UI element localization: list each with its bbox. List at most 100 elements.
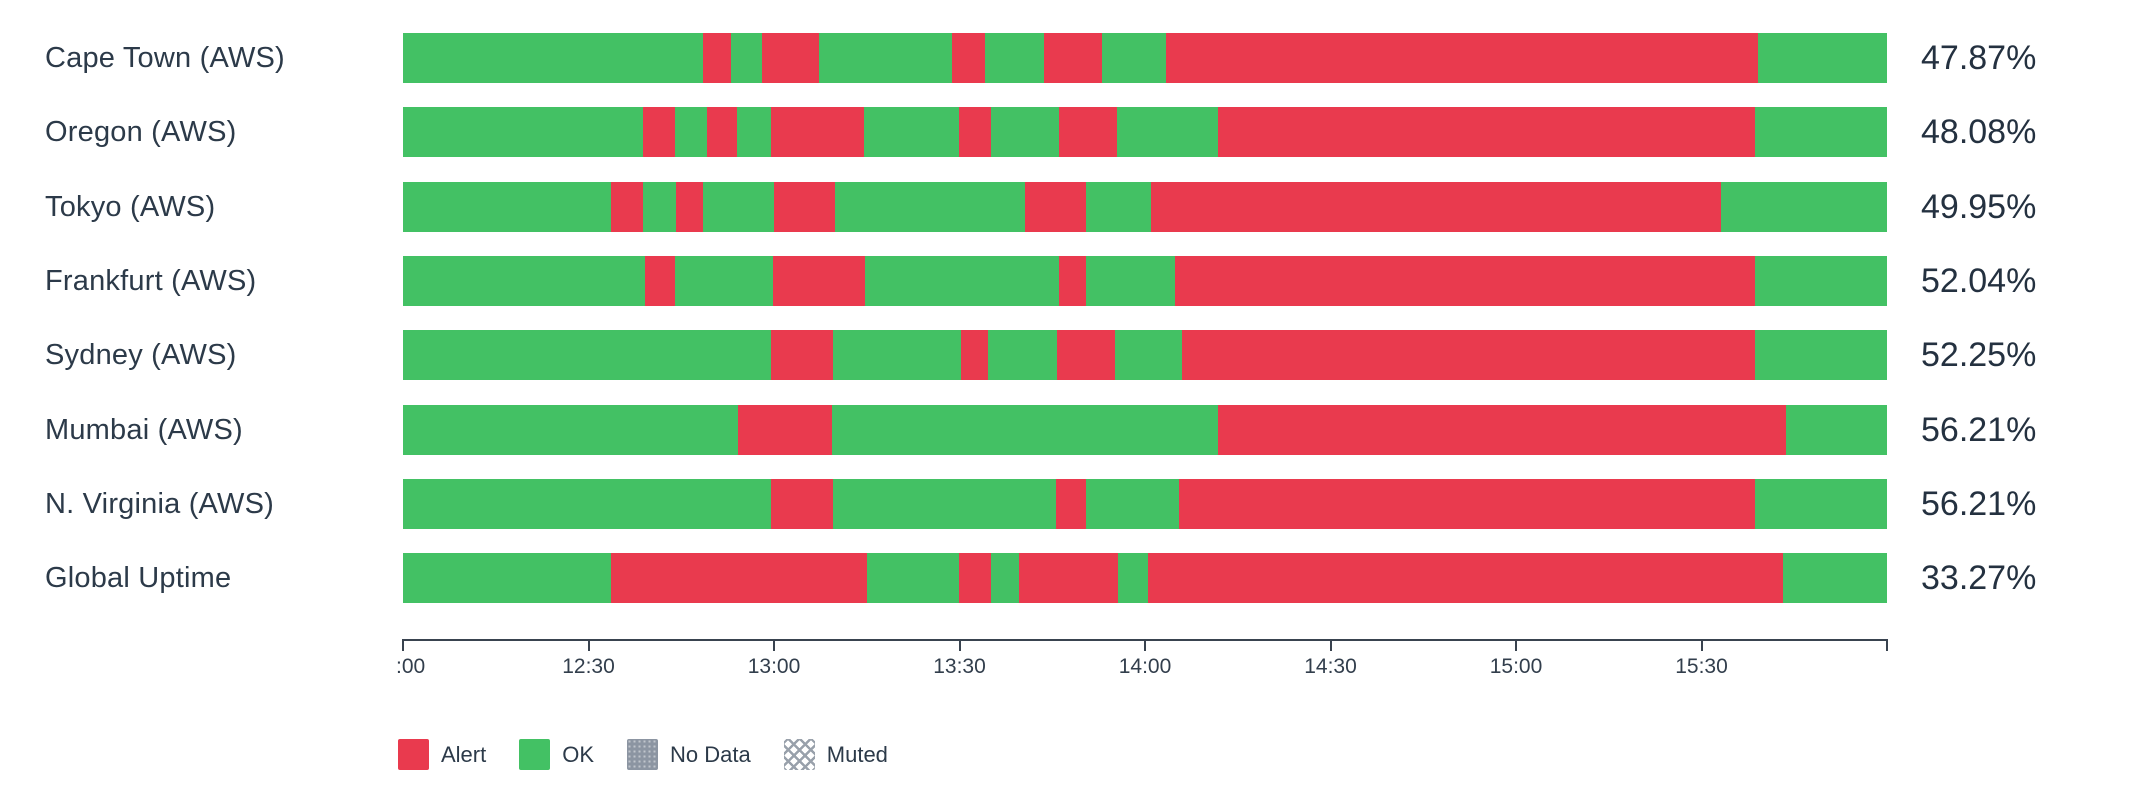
row-label: Global Uptime (45, 562, 232, 594)
bar-segment-ok[interactable] (1085, 256, 1175, 306)
bar-segment-alert[interactable] (959, 553, 991, 603)
bar-segment-ok[interactable] (1115, 330, 1183, 380)
bar-segment-alert[interactable] (1057, 330, 1116, 380)
bar-segment-ok[interactable] (403, 182, 611, 232)
legend-item-ok[interactable]: OK (519, 739, 594, 770)
bar-segment-ok[interactable] (984, 33, 1045, 83)
legend-swatch-nodata (627, 739, 659, 770)
bar-segment-ok[interactable] (987, 330, 1058, 380)
axis-tick (1144, 640, 1146, 651)
bar-segment-alert[interactable] (771, 479, 834, 529)
status-bar (403, 33, 1887, 83)
bar-segment-alert[interactable] (1217, 107, 1755, 157)
bar-segment-ok[interactable] (990, 553, 1019, 603)
legend-item-muted[interactable]: Muted (783, 739, 888, 770)
bar-segment-ok[interactable] (1786, 405, 1887, 455)
bar-segment-ok[interactable] (990, 107, 1059, 157)
bar-segment-alert[interactable] (610, 553, 868, 603)
axis-tick-label: 15:30 (1675, 655, 1728, 678)
bar-segment-alert[interactable] (762, 33, 819, 83)
legend-item-nodata[interactable]: No Data (627, 739, 751, 770)
bar-segment-ok[interactable] (833, 330, 961, 380)
bar-segment-alert[interactable] (772, 256, 865, 306)
uptime-value: 49.95% (1921, 188, 2037, 226)
legend-swatch-alert (398, 739, 429, 770)
status-bar (403, 256, 1887, 306)
bar-segment-ok[interactable] (403, 479, 772, 529)
legend-item-alert[interactable]: Alert (398, 739, 486, 770)
status-bar (403, 553, 1887, 603)
bar-segment-ok[interactable] (403, 33, 703, 83)
bar-segment-ok[interactable] (833, 479, 1056, 529)
bar-segment-alert[interactable] (1055, 479, 1086, 529)
bar-segment-alert[interactable] (1150, 182, 1721, 232)
bar-segment-alert[interactable] (1044, 33, 1102, 83)
axis-tick-label: 14:30 (1304, 655, 1357, 678)
bar-segment-ok[interactable] (674, 107, 708, 157)
bar-segment-alert[interactable] (1217, 405, 1787, 455)
bar-segment-ok[interactable] (1101, 33, 1166, 83)
bar-segment-ok[interactable] (403, 553, 611, 603)
bar-segment-alert[interactable] (1018, 553, 1119, 603)
bar-segment-ok[interactable] (1116, 107, 1218, 157)
status-row: Oregon (AWS) 48.08% (0, 107, 2134, 157)
bar-segment-alert[interactable] (771, 107, 865, 157)
bar-segment-ok[interactable] (1757, 33, 1887, 83)
bar-segment-ok[interactable] (702, 182, 774, 232)
bar-segment-alert[interactable] (676, 182, 703, 232)
bar-segment-ok[interactable] (1783, 553, 1887, 603)
bar-segment-alert[interactable] (1182, 330, 1755, 380)
bar-segment-alert[interactable] (959, 107, 991, 157)
bar-segment-ok[interactable] (1720, 182, 1887, 232)
bar-segment-ok[interactable] (1754, 256, 1887, 306)
bar-segment-alert[interactable] (1024, 182, 1086, 232)
bar-segment-alert[interactable] (952, 33, 985, 83)
bar-segment-alert[interactable] (1179, 479, 1755, 529)
bar-segment-alert[interactable] (960, 330, 988, 380)
bar-segment-ok[interactable] (867, 553, 960, 603)
axis-tick (402, 640, 404, 651)
row-label: Mumbai (AWS) (45, 414, 243, 446)
bar-segment-ok[interactable] (1754, 107, 1887, 157)
bar-segment-alert[interactable] (643, 107, 675, 157)
bar-segment-alert[interactable] (707, 107, 737, 157)
status-bar (403, 479, 1887, 529)
legend-swatch-ok (519, 739, 551, 770)
bar-segment-alert[interactable] (1147, 553, 1784, 603)
bar-segment-ok[interactable] (864, 107, 960, 157)
bar-segment-alert[interactable] (773, 182, 835, 232)
bar-segment-alert[interactable] (771, 330, 834, 380)
bar-segment-ok[interactable] (736, 107, 771, 157)
bar-segment-alert[interactable] (1165, 33, 1758, 83)
bar-segment-ok[interactable] (1085, 182, 1151, 232)
bar-segment-ok[interactable] (831, 405, 1218, 455)
bar-segment-ok[interactable] (1118, 553, 1148, 603)
bar-segment-ok[interactable] (834, 182, 1025, 232)
bar-segment-ok[interactable] (864, 256, 1059, 306)
bar-segment-ok[interactable] (403, 405, 739, 455)
status-row: Tokyo (AWS) 49.95% (0, 182, 2134, 232)
bar-segment-ok[interactable] (730, 33, 763, 83)
bar-segment-alert[interactable] (1058, 107, 1117, 157)
bar-segment-ok[interactable] (1754, 330, 1887, 380)
bar-segment-ok[interactable] (1085, 479, 1180, 529)
row-label: Frankfurt (AWS) (45, 265, 257, 297)
bar-segment-ok[interactable] (643, 182, 677, 232)
legend-label: OK (562, 742, 595, 767)
bar-segment-alert[interactable] (738, 405, 832, 455)
bar-segment-ok[interactable] (818, 33, 953, 83)
bar-segment-ok[interactable] (403, 107, 644, 157)
axis-tick-label: 13:30 (933, 655, 986, 678)
bar-segment-alert[interactable] (1058, 256, 1086, 306)
row-label: Tokyo (AWS) (45, 191, 216, 223)
bar-segment-alert[interactable] (644, 256, 675, 306)
uptime-value: 47.87% (1921, 39, 2037, 77)
bar-segment-alert[interactable] (702, 33, 731, 83)
uptime-value: 52.25% (1921, 336, 2037, 374)
bar-segment-ok[interactable] (403, 256, 645, 306)
bar-segment-ok[interactable] (1754, 479, 1887, 529)
bar-segment-ok[interactable] (674, 256, 773, 306)
bar-segment-alert[interactable] (610, 182, 644, 232)
bar-segment-ok[interactable] (403, 330, 772, 380)
bar-segment-alert[interactable] (1174, 256, 1755, 306)
